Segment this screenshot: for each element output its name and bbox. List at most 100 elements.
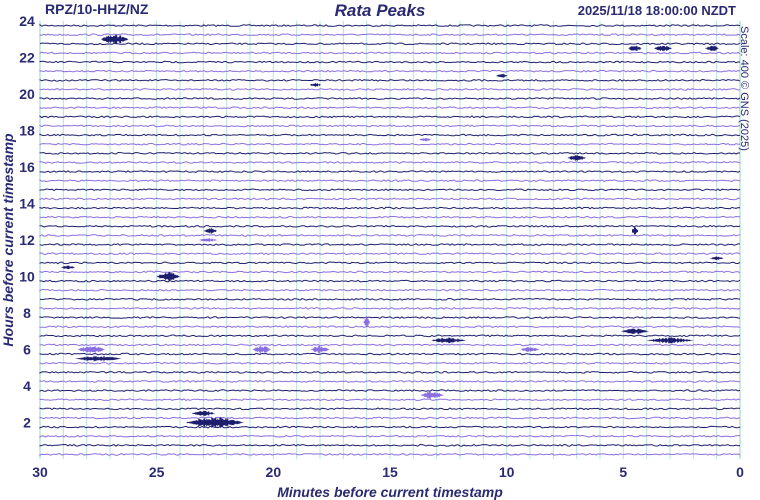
chart-title: Rata Peaks bbox=[334, 1, 426, 20]
trace-row bbox=[39, 179, 741, 183]
trace-row bbox=[39, 42, 741, 46]
trace-row bbox=[39, 416, 740, 420]
y-tick-label: 4 bbox=[23, 378, 31, 394]
trace-row bbox=[39, 124, 741, 128]
seismic-event bbox=[192, 410, 216, 416]
grid-lines bbox=[39, 21, 741, 459]
trace-row bbox=[39, 33, 741, 37]
y-tick-label: 16 bbox=[19, 159, 35, 175]
trace-row bbox=[39, 78, 741, 82]
trace-row bbox=[39, 316, 741, 319]
trace-row bbox=[39, 206, 741, 210]
trace-row bbox=[39, 334, 741, 338]
seismic-events bbox=[61, 35, 724, 428]
trace-row bbox=[39, 60, 741, 64]
station-code: RPZ/10-HHZ/NZ bbox=[45, 1, 149, 17]
trace-row bbox=[39, 279, 741, 283]
seismic-event bbox=[710, 256, 724, 260]
seismic-event bbox=[77, 346, 105, 353]
seismic-event bbox=[363, 316, 370, 328]
y-tick-label: 22 bbox=[19, 50, 35, 66]
seismic-event bbox=[654, 45, 673, 51]
trace-row bbox=[39, 151, 740, 155]
trace-row bbox=[39, 343, 741, 347]
trace-row bbox=[39, 197, 741, 201]
trace-row bbox=[39, 407, 740, 411]
seismic-event bbox=[621, 328, 649, 334]
seismic-event bbox=[75, 355, 122, 362]
trace-row bbox=[39, 453, 741, 457]
trace-row bbox=[39, 370, 741, 374]
trace-row bbox=[39, 106, 741, 110]
y-axis-label: Hours before current timestamp bbox=[0, 133, 16, 347]
trace-row bbox=[39, 325, 740, 329]
x-tick-label: 15 bbox=[382, 464, 398, 480]
trace-row bbox=[39, 261, 741, 265]
timestamp: 2025/11/18 18:00:00 NZDT bbox=[577, 3, 736, 18]
seismic-event bbox=[157, 271, 181, 282]
trace-row bbox=[39, 224, 741, 228]
y-tick-label: 20 bbox=[19, 86, 35, 102]
trace-row bbox=[39, 87, 741, 91]
trace-row bbox=[39, 252, 741, 256]
trace-row bbox=[39, 297, 740, 301]
seismic-event bbox=[199, 238, 218, 242]
trace-row bbox=[39, 188, 741, 192]
seismic-event bbox=[310, 83, 321, 87]
trace-row bbox=[39, 133, 741, 137]
seismic-event bbox=[311, 345, 330, 354]
seismic-event bbox=[61, 265, 75, 270]
seismic-event bbox=[705, 45, 719, 52]
x-tick-label: 20 bbox=[266, 464, 282, 480]
trace-row bbox=[39, 443, 741, 447]
seismic-event bbox=[567, 155, 586, 161]
scale-note: Scale: 400 © GNS (2025) bbox=[738, 26, 750, 151]
seismic-event bbox=[647, 337, 694, 344]
y-tick-label: 6 bbox=[23, 342, 31, 358]
trace-row bbox=[39, 51, 741, 55]
seismic-event bbox=[496, 73, 508, 78]
trace-row bbox=[39, 215, 740, 219]
y-tick-label: 14 bbox=[19, 196, 35, 212]
y-tick-label: 8 bbox=[23, 305, 31, 321]
trace-row bbox=[39, 288, 741, 292]
trace-row bbox=[39, 270, 741, 274]
y-tick-label: 10 bbox=[19, 269, 35, 285]
seismic-event bbox=[419, 138, 431, 142]
seismic-event bbox=[521, 347, 540, 352]
y-tick-label: 24 bbox=[19, 13, 35, 29]
trace-row bbox=[39, 161, 741, 164]
trace-row bbox=[39, 306, 741, 310]
trace-row bbox=[39, 97, 741, 100]
seismic-event bbox=[252, 345, 271, 354]
seismic-traces bbox=[39, 23, 741, 457]
x-axis-label: Minutes before current timestamp bbox=[277, 484, 503, 500]
seismic-event bbox=[101, 35, 130, 44]
trace-row bbox=[39, 234, 741, 237]
seismic-event bbox=[628, 45, 642, 51]
x-tick-label: 10 bbox=[499, 464, 515, 480]
trace-row bbox=[39, 389, 741, 392]
trace-row bbox=[39, 361, 741, 365]
trace-row bbox=[39, 380, 741, 383]
x-tick-label: 25 bbox=[149, 464, 165, 480]
trace-row bbox=[39, 434, 741, 438]
x-tick-label: 5 bbox=[619, 464, 627, 480]
trace-row bbox=[39, 170, 741, 173]
x-tick-label: 0 bbox=[736, 464, 744, 480]
seismic-event bbox=[186, 417, 244, 428]
seismic-event bbox=[203, 228, 217, 234]
y-tick-label: 2 bbox=[23, 415, 31, 431]
seismic-event bbox=[420, 391, 444, 399]
trace-row bbox=[39, 352, 741, 356]
x-axis-tick-labels: 30 25 20 15 10 5 0 bbox=[32, 464, 744, 480]
y-tick-label: 12 bbox=[19, 232, 35, 248]
trace-row bbox=[39, 142, 741, 146]
x-tick-label: 30 bbox=[32, 464, 48, 480]
seismic-event bbox=[431, 337, 466, 344]
trace-row bbox=[39, 23, 741, 28]
y-tick-label: 18 bbox=[19, 123, 35, 139]
trace-row bbox=[39, 398, 741, 402]
